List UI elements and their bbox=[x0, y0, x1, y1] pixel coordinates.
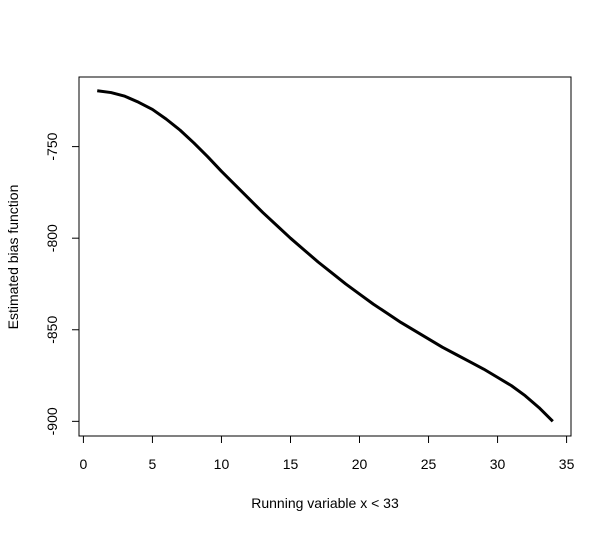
y-tick-label: -800 bbox=[44, 224, 60, 252]
plot-frame bbox=[78, 76, 572, 437]
y-tick-label: -750 bbox=[44, 132, 60, 160]
x-tick-label: 15 bbox=[283, 456, 299, 472]
data-line bbox=[97, 89, 554, 423]
x-tick-label: 10 bbox=[214, 456, 230, 472]
x-tick-label: 5 bbox=[149, 456, 157, 472]
x-tick-label: 30 bbox=[490, 456, 506, 472]
y-tick-label: -900 bbox=[44, 407, 60, 435]
y-axis-label: Estimated bias function bbox=[5, 185, 21, 330]
x-tick-label: 20 bbox=[352, 456, 368, 472]
x-tick-label: 35 bbox=[559, 456, 575, 472]
x-tick-label: 25 bbox=[421, 456, 437, 472]
x-tick-label: 0 bbox=[80, 456, 88, 472]
y-tick-label: -850 bbox=[44, 316, 60, 344]
x-axis-label: Running variable x < 33 bbox=[251, 495, 399, 511]
